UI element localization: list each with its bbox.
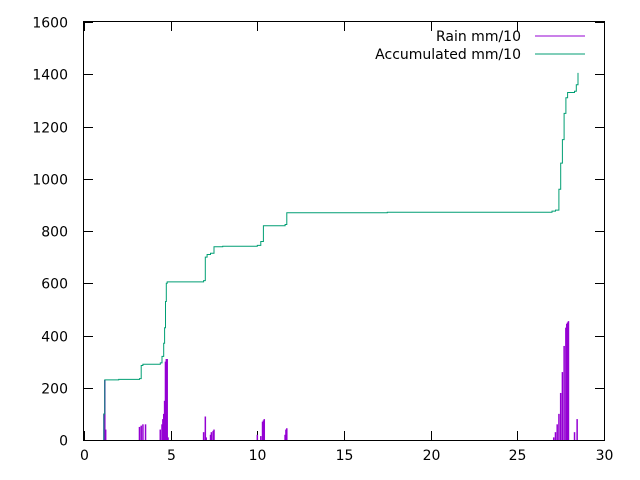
accumulated-line xyxy=(103,72,579,440)
x-tick-label: 0 xyxy=(80,448,89,464)
y-tick-label: 1200 xyxy=(32,121,68,137)
x-tick-label: 15 xyxy=(336,448,354,464)
plot-frame xyxy=(83,21,605,441)
y-tick-label: 1400 xyxy=(32,68,68,84)
legend-label-accumulated: Accumulated mm/10 xyxy=(375,47,521,63)
x-tick-label: 25 xyxy=(509,448,527,464)
legend: Rain mm/10 Accumulated mm/10 xyxy=(375,29,585,63)
y-tick-label: 400 xyxy=(41,330,68,346)
y-tick-label: 1000 xyxy=(32,173,68,189)
x-tick-label: 10 xyxy=(249,448,267,464)
y-tick-label: 600 xyxy=(41,277,68,293)
x-tick-label: 5 xyxy=(167,448,176,464)
legend-label-rain: Rain mm/10 xyxy=(436,29,521,45)
x-tick-label: 20 xyxy=(423,448,441,464)
x-tick-label: 30 xyxy=(596,448,614,464)
y-tick-label: 0 xyxy=(59,434,68,450)
accumulated-series xyxy=(103,72,579,440)
y-tick-label: 800 xyxy=(41,225,68,241)
axis-tick-labels: 0 5 10 15 20 25 30 0 200 400 600 800 1000 1200 1400 160… xyxy=(32,16,613,465)
y-tick-label: 1600 xyxy=(32,16,68,32)
y-tick-label: 200 xyxy=(41,382,68,398)
rain-series xyxy=(103,321,578,440)
axis-ticks xyxy=(84,22,605,441)
